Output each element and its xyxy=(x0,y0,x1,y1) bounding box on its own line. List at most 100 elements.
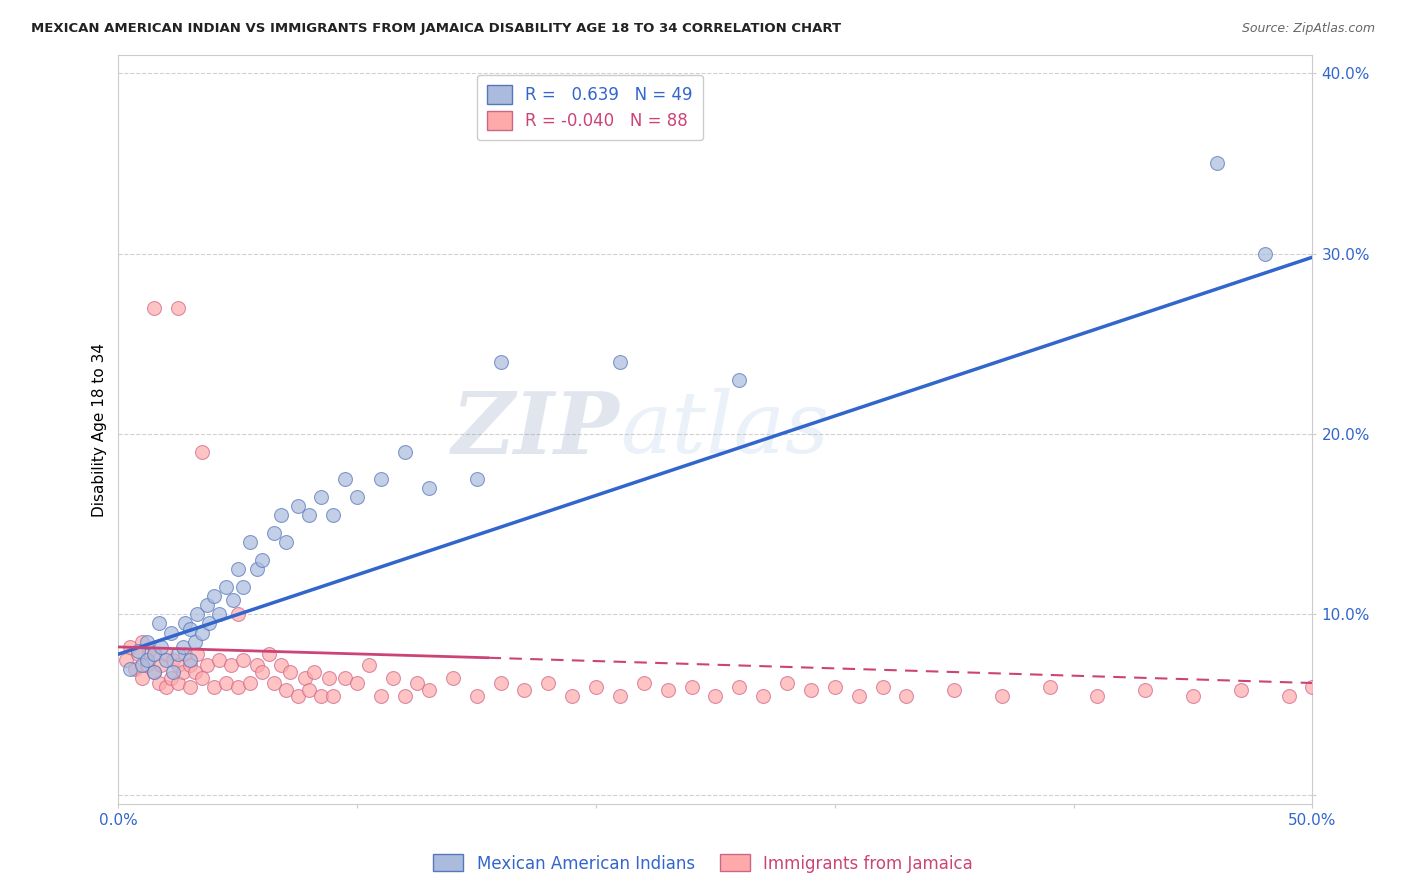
Point xyxy=(370,689,392,703)
Point xyxy=(465,472,488,486)
Point xyxy=(136,657,159,672)
Point xyxy=(250,665,273,680)
Point xyxy=(167,647,190,661)
Point xyxy=(728,373,751,387)
Point xyxy=(872,680,894,694)
Point xyxy=(848,689,870,703)
Point xyxy=(184,665,207,680)
Y-axis label: Disability Age 18 to 34: Disability Age 18 to 34 xyxy=(93,343,107,516)
Point xyxy=(776,676,799,690)
Point xyxy=(263,676,285,690)
Point xyxy=(322,508,344,523)
Point xyxy=(120,662,142,676)
Point xyxy=(270,508,292,523)
Point xyxy=(1253,246,1275,260)
Text: Source: ZipAtlas.com: Source: ZipAtlas.com xyxy=(1241,22,1375,36)
Point xyxy=(246,562,269,576)
Point xyxy=(382,671,405,685)
Point xyxy=(1181,689,1204,703)
Point xyxy=(441,671,464,685)
Point xyxy=(120,640,142,654)
Legend: Mexican American Indians, Immigrants from Jamaica: Mexican American Indians, Immigrants fro… xyxy=(426,847,980,880)
Point xyxy=(335,472,357,486)
Point xyxy=(215,581,238,595)
Point xyxy=(202,590,225,604)
Point xyxy=(198,616,221,631)
Point xyxy=(1229,683,1251,698)
Point xyxy=(131,671,153,685)
Point xyxy=(172,640,194,654)
Point xyxy=(232,652,254,666)
Point xyxy=(222,593,245,607)
Point xyxy=(394,689,416,703)
Point xyxy=(167,301,190,315)
Point xyxy=(800,683,823,698)
Point xyxy=(179,680,201,694)
Point xyxy=(148,676,170,690)
Point xyxy=(537,676,560,690)
Point xyxy=(561,689,583,703)
Point xyxy=(246,657,269,672)
Point xyxy=(150,640,173,654)
Point xyxy=(174,616,197,631)
Point xyxy=(346,676,368,690)
Point xyxy=(202,680,225,694)
Point xyxy=(489,676,512,690)
Point xyxy=(263,526,285,541)
Point xyxy=(298,683,321,698)
Point xyxy=(824,680,846,694)
Point xyxy=(418,683,440,698)
Point xyxy=(179,652,201,666)
Point xyxy=(172,665,194,680)
Point xyxy=(752,689,775,703)
Point xyxy=(219,657,242,672)
Point xyxy=(155,652,177,666)
Point xyxy=(1277,689,1299,703)
Point xyxy=(1135,683,1157,698)
Point xyxy=(1039,680,1062,694)
Point xyxy=(114,652,136,666)
Point xyxy=(127,643,149,657)
Point xyxy=(311,689,333,703)
Point xyxy=(215,676,238,690)
Point xyxy=(250,553,273,567)
Point xyxy=(179,622,201,636)
Point xyxy=(148,616,170,631)
Point xyxy=(124,662,146,676)
Point xyxy=(136,652,159,666)
Point xyxy=(186,647,208,661)
Point xyxy=(167,676,190,690)
Point xyxy=(346,490,368,504)
Point xyxy=(191,445,214,459)
Point xyxy=(184,634,207,648)
Point xyxy=(406,676,429,690)
Point xyxy=(191,625,214,640)
Point xyxy=(513,683,536,698)
Point xyxy=(232,581,254,595)
Point xyxy=(208,607,231,622)
Point xyxy=(609,689,631,703)
Point xyxy=(704,689,727,703)
Point xyxy=(274,683,297,698)
Point xyxy=(162,665,184,680)
Point xyxy=(143,647,166,661)
Point xyxy=(179,657,201,672)
Point xyxy=(131,634,153,648)
Point xyxy=(195,657,218,672)
Point xyxy=(991,689,1014,703)
Point xyxy=(335,671,357,685)
Point xyxy=(239,676,262,690)
Point xyxy=(287,499,309,513)
Point xyxy=(311,490,333,504)
Point xyxy=(418,481,440,495)
Point xyxy=(167,657,190,672)
Point xyxy=(155,680,177,694)
Point xyxy=(359,657,381,672)
Point xyxy=(143,665,166,680)
Point xyxy=(370,472,392,486)
Point xyxy=(465,689,488,703)
Point xyxy=(195,599,218,613)
Point xyxy=(239,535,262,549)
Point xyxy=(681,680,703,694)
Point xyxy=(131,657,153,672)
